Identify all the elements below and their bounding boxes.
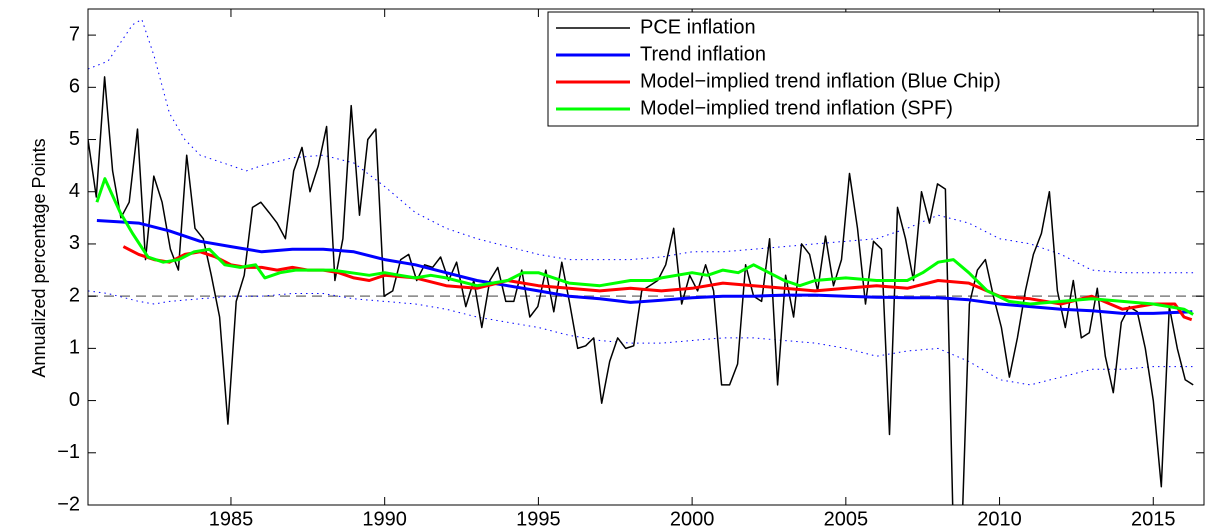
x-tick-label: 1985 (209, 508, 254, 530)
y-tick-label: 2 (69, 284, 80, 306)
legend-box (547, 11, 1199, 127)
y-tick-label: 3 (69, 232, 80, 254)
plot-area (88, 18, 1204, 505)
x-tick-label: 1990 (362, 508, 407, 530)
series-line (96, 219, 1193, 315)
y-tick-label: 5 (69, 128, 80, 150)
x-tick-label: 2000 (670, 508, 715, 530)
axes-box (87, 8, 1205, 506)
y-tick-label: −1 (57, 441, 80, 463)
x-tick-label: 2015 (1131, 508, 1176, 530)
y-tick-label: 0 (69, 389, 80, 411)
y-tick-label: 4 (69, 180, 80, 202)
y-tick-label: 7 (69, 23, 80, 45)
legend-label: Model−implied trend inflation (Blue Chip… (640, 70, 1001, 92)
y-tick-label: −2 (57, 493, 80, 515)
y-axis-label: Annualized percentage Points (29, 138, 49, 377)
x-tick-label: 2005 (824, 508, 869, 530)
y-tick-label: 6 (69, 76, 80, 98)
y-tick-label: 1 (69, 337, 80, 359)
legend-label: Model−implied trend inflation (SPF) (640, 97, 953, 119)
legend-label: Trend inflation (640, 43, 766, 65)
x-tick-label: 2010 (977, 508, 1022, 530)
band-line (88, 290, 1194, 386)
series-line (95, 177, 1194, 316)
x-tick-label: 1995 (516, 508, 561, 530)
legend-label: PCE inflation (640, 16, 756, 38)
